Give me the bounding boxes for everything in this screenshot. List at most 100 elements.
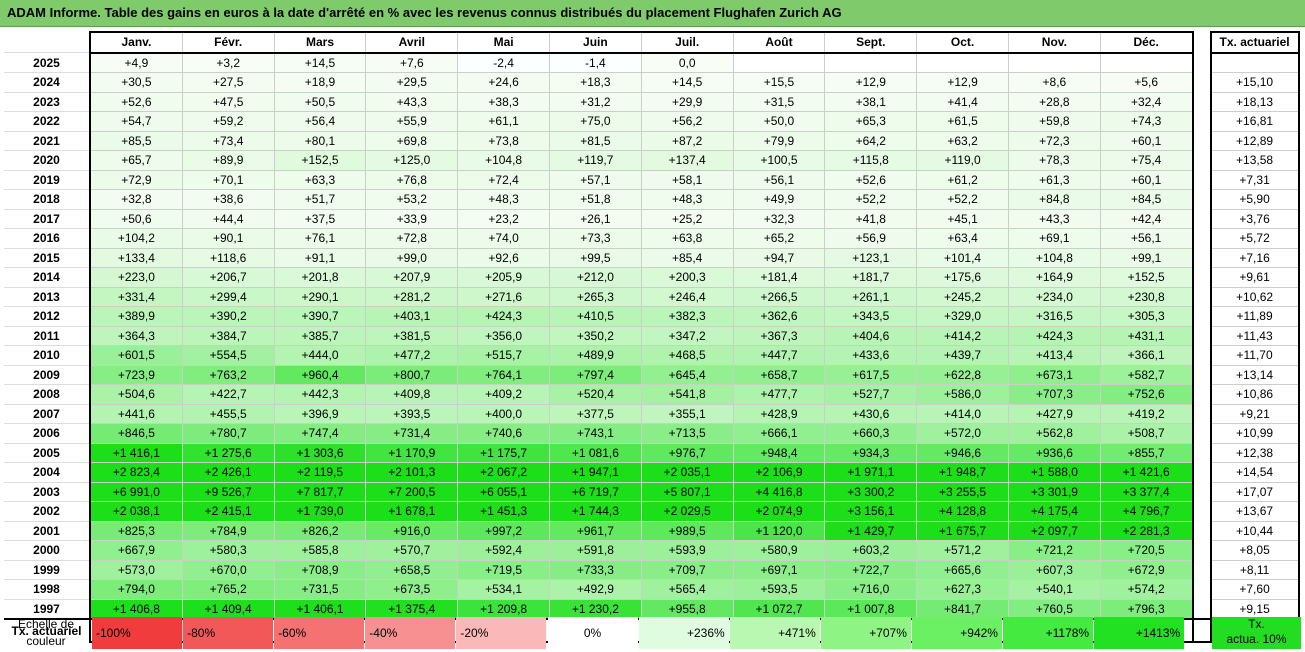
gain-cell: +63,4: [916, 228, 1009, 249]
gain-cell: +74,0: [457, 228, 550, 249]
gain-cell: +101,4: [916, 247, 1009, 268]
month-header: Mars: [273, 31, 367, 54]
gain-cell: +3 156,1: [824, 501, 918, 522]
gain-cell: +37,5: [273, 208, 367, 229]
gain-cell: +747,4: [273, 423, 367, 444]
gain-cell: +49,9: [732, 189, 826, 210]
gain-cell: +91,1: [273, 247, 367, 268]
gain-cell: +800,7: [365, 364, 459, 385]
gain-cell: +84,8: [1007, 189, 1101, 210]
gain-cell: +79,9: [732, 130, 826, 151]
gain-cell: +1 678,1: [365, 501, 459, 522]
gain-cell: +265,3: [548, 286, 642, 307]
gain-cell: +175,6: [916, 267, 1009, 288]
gain-cell: +468,5: [640, 345, 734, 366]
gain-cell: +666,1: [732, 423, 826, 444]
month-header: Déc.: [1099, 31, 1194, 54]
legend-ta-line1: Tx.: [1248, 617, 1265, 631]
gain-cell: +784,9: [181, 520, 275, 541]
gain-cell: +752,6: [1099, 384, 1194, 405]
gain-cell: +331,4: [88, 286, 183, 307]
gain-cell: +104,2: [88, 228, 183, 249]
gain-cell: +70,1: [181, 169, 275, 190]
gain-cell: +104,8: [457, 150, 550, 171]
gain-cell: +573,0: [88, 559, 183, 580]
gain-cell: +1 947,1: [548, 462, 642, 483]
gain-cell: +89,9: [181, 150, 275, 171]
year-cell: 2019: [4, 169, 91, 190]
gain-cell: +422,7: [181, 384, 275, 405]
column-gap: [1192, 345, 1211, 365]
year-cell: 2023: [4, 91, 91, 112]
gain-cell: +409,2: [457, 384, 550, 405]
legend-actuarial-rate: Tx. actua. 10%: [1212, 617, 1301, 649]
gain-cell: +73,3: [548, 228, 642, 249]
gain-cell: +5,6: [1099, 72, 1194, 93]
actuarial-rate-cell: +14,54: [1209, 462, 1300, 483]
gain-cell: +38,3: [457, 91, 550, 112]
gain-cell: +976,7: [640, 442, 734, 463]
gain-cell: +645,4: [640, 364, 734, 385]
gain-cell: +3 377,4: [1099, 481, 1194, 502]
table-row: 2014 +223,0 +206,7 +201,8 +207,9 +205,9 +212,0…: [4, 267, 1300, 288]
gain-cell: +27,5: [181, 72, 275, 93]
gain-cell: +794,0: [88, 579, 183, 600]
legend-label: Echelle de couleur: [0, 616, 92, 650]
gain-cell: +765,2: [181, 579, 275, 600]
gain-cell: +181,4: [732, 267, 826, 288]
table-row: 2003 +6 991,0 +9 526,7 +7 817,7 +7 200,5 +6 0…: [4, 481, 1300, 502]
gain-cell: +63,3: [273, 169, 367, 190]
gain-cell: +1 948,7: [916, 462, 1009, 483]
month-header: Févr.: [181, 31, 275, 54]
gain-cell: +404,6: [824, 325, 918, 346]
year-cell: 2005: [4, 442, 91, 463]
gain-cell: +1 007,8: [824, 598, 918, 620]
gain-cell: +591,8: [548, 540, 642, 561]
gain-cell: +4 796,7: [1099, 501, 1194, 522]
column-gap: [1192, 384, 1211, 404]
gain-cell: +1 230,2: [548, 598, 642, 620]
gain-cell: +350,2: [548, 325, 642, 346]
gain-cell: +33,9: [365, 208, 459, 229]
gain-cell: +99,0: [365, 247, 459, 268]
gain-cell: +527,7: [824, 384, 918, 405]
gain-cell: +54,7: [88, 111, 183, 132]
column-gap: [1192, 267, 1211, 287]
gain-cell: +403,1: [365, 306, 459, 327]
year-cell: 2001: [4, 520, 91, 541]
gain-cell: +916,0: [365, 520, 459, 541]
gain-cell: +601,5: [88, 345, 183, 366]
gain-cell: [916, 52, 1009, 73]
gain-cell: +622,8: [916, 364, 1009, 385]
gain-cell: +355,1: [640, 403, 734, 424]
gain-cell: +7,6: [365, 52, 459, 73]
gain-cell: +56,2: [640, 111, 734, 132]
gain-cell: +1 406,8: [88, 598, 183, 620]
gain-cell: +53,2: [365, 189, 459, 210]
gain-cell: +520,4: [548, 384, 642, 405]
gain-cell: -1,4: [548, 52, 642, 73]
gain-cell: +45,1: [916, 208, 1009, 229]
actuarial-rate-cell: +9,61: [1209, 267, 1300, 288]
actuarial-rate-cell: +8,11: [1209, 559, 1300, 580]
gain-cell: +65,7: [88, 150, 183, 171]
gain-cell: +271,6: [457, 286, 550, 307]
column-gap: [1192, 365, 1211, 385]
gain-cell: +393,5: [365, 403, 459, 424]
gain-cell: +1 209,8: [457, 598, 550, 620]
year-cell: 1998: [4, 579, 91, 600]
column-gap: [1192, 248, 1211, 268]
gain-cell: +63,8: [640, 228, 734, 249]
gain-cell: +87,2: [640, 130, 734, 151]
gain-cell: +477,7: [732, 384, 826, 405]
year-cell: 2020: [4, 150, 91, 171]
gain-cell: +2 074,9: [732, 501, 826, 522]
gain-cell: +946,6: [916, 442, 1009, 463]
gain-cell: +540,1: [1007, 579, 1101, 600]
gain-cell: +367,3: [732, 325, 826, 346]
column-gap: [1192, 423, 1211, 443]
gain-cell: +205,9: [457, 267, 550, 288]
gain-cell: +1 451,3: [457, 501, 550, 522]
actuarial-rate-cell: +7,16: [1209, 247, 1300, 268]
gain-cell: +570,7: [365, 540, 459, 561]
